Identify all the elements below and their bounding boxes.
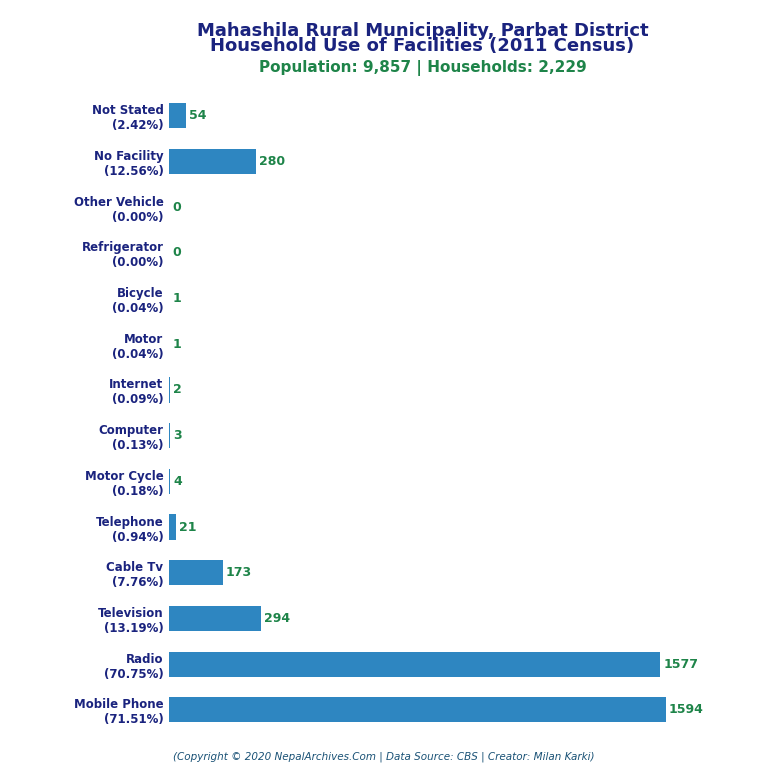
Text: Population: 9,857 | Households: 2,229: Population: 9,857 | Households: 2,229 bbox=[259, 60, 586, 76]
Text: 1: 1 bbox=[172, 292, 181, 305]
Text: 3: 3 bbox=[173, 429, 182, 442]
Bar bbox=[169, 423, 170, 449]
Bar bbox=[169, 103, 186, 128]
Text: 173: 173 bbox=[226, 566, 252, 579]
Text: Mahashila Rural Municipality, Parbat District: Mahashila Rural Municipality, Parbat Dis… bbox=[197, 22, 648, 39]
Bar bbox=[169, 606, 260, 631]
Text: 1: 1 bbox=[172, 338, 181, 351]
Bar bbox=[169, 651, 660, 677]
Text: 21: 21 bbox=[179, 521, 196, 534]
Bar bbox=[169, 515, 176, 540]
Bar bbox=[169, 697, 666, 723]
Bar bbox=[169, 468, 170, 494]
Text: 4: 4 bbox=[174, 475, 182, 488]
Bar bbox=[169, 149, 257, 174]
Text: 294: 294 bbox=[263, 612, 290, 625]
Text: 2: 2 bbox=[173, 383, 181, 396]
Text: 1594: 1594 bbox=[669, 703, 703, 717]
Text: 280: 280 bbox=[260, 155, 286, 168]
Text: 0: 0 bbox=[172, 200, 180, 214]
Text: 54: 54 bbox=[189, 109, 207, 122]
Text: (Copyright © 2020 NepalArchives.Com | Data Source: CBS | Creator: Milan Karki): (Copyright © 2020 NepalArchives.Com | Da… bbox=[174, 751, 594, 762]
Text: 1577: 1577 bbox=[664, 657, 698, 670]
Text: 0: 0 bbox=[172, 247, 180, 260]
Bar bbox=[169, 560, 223, 585]
Text: Household Use of Facilities (2011 Census): Household Use of Facilities (2011 Census… bbox=[210, 37, 634, 55]
